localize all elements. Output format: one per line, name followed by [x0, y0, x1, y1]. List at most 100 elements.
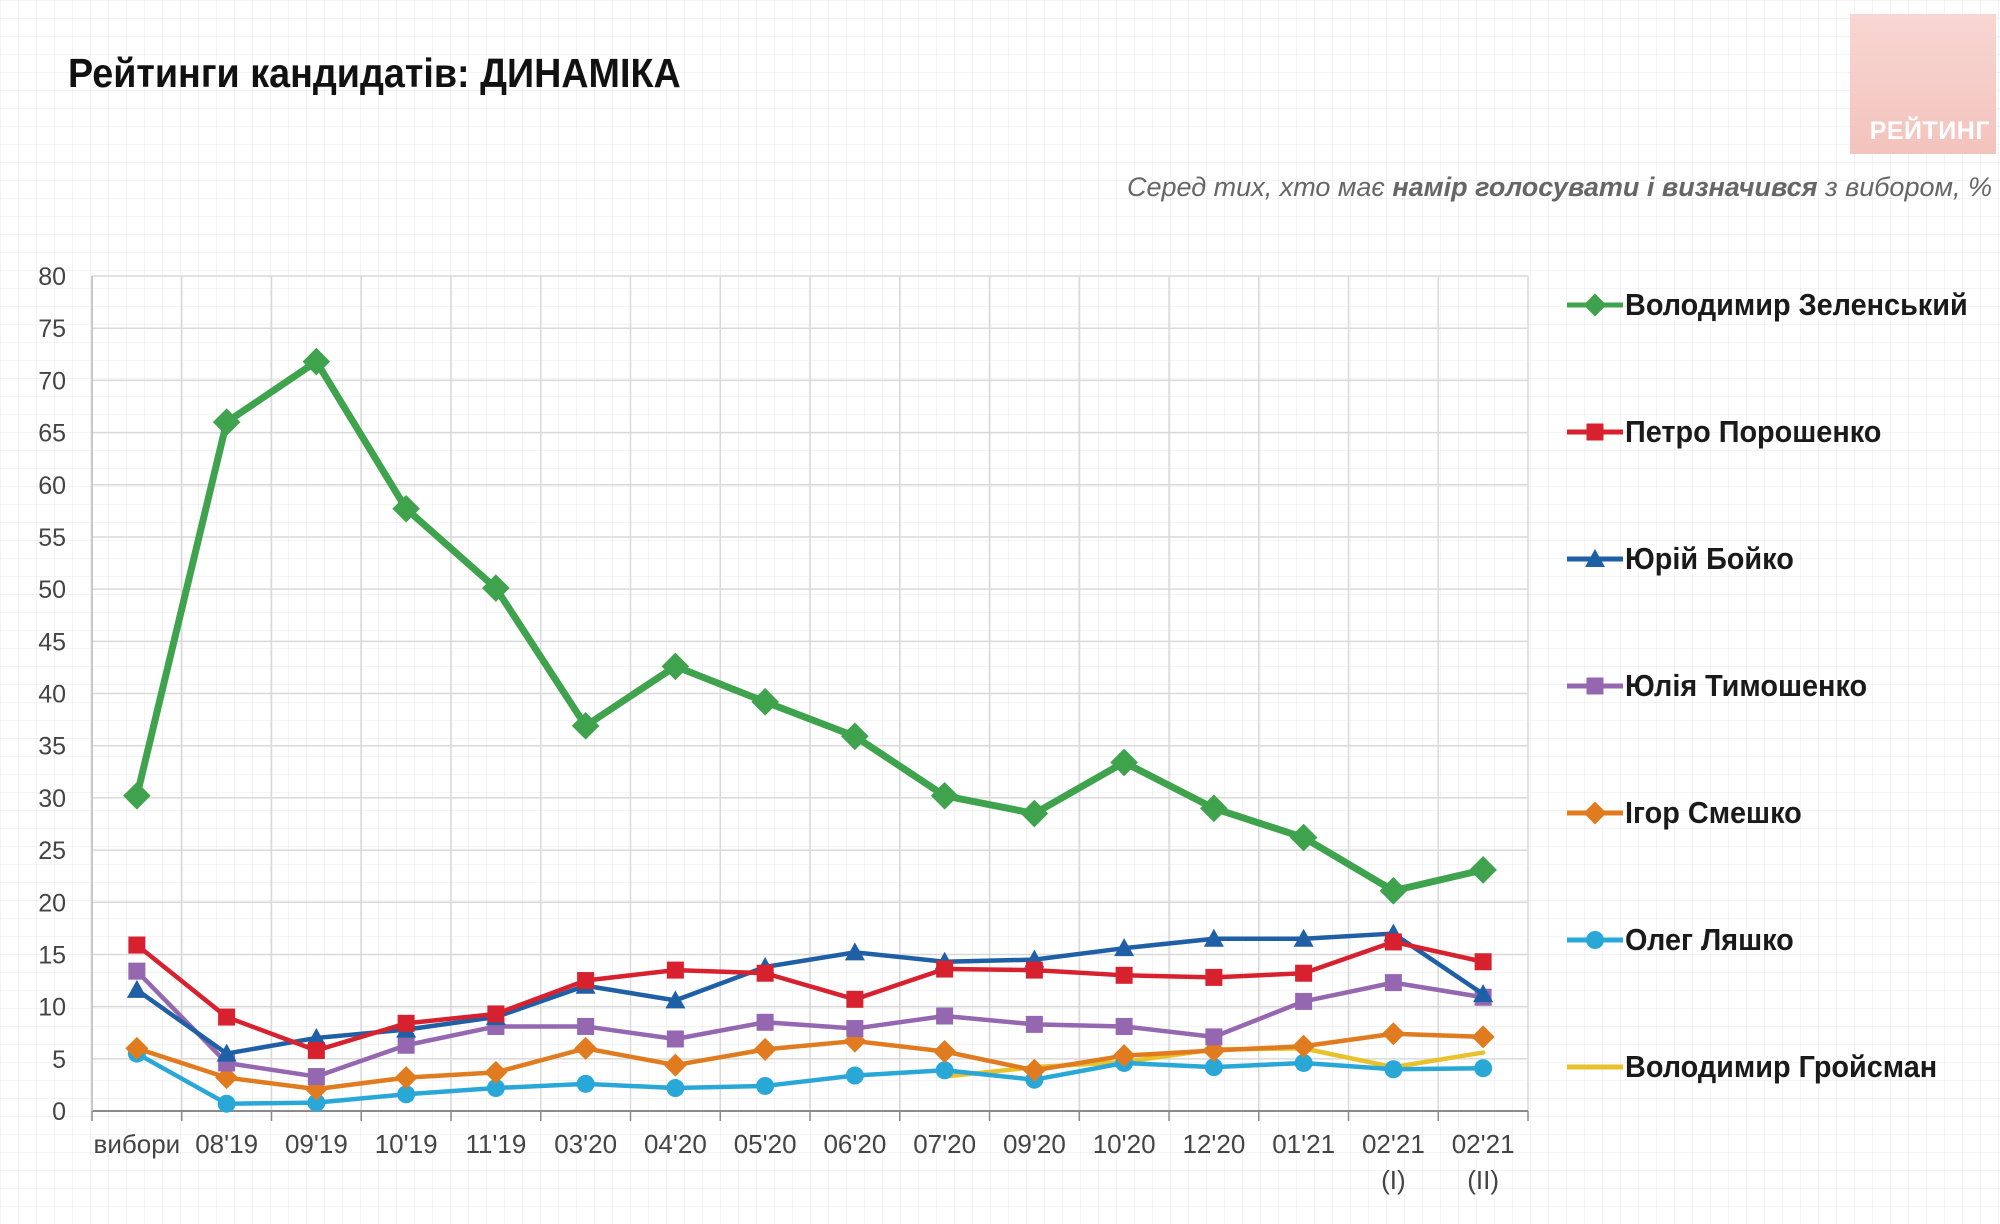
legend-label: Володимир Зеленський	[1625, 287, 1968, 322]
data-point	[1295, 992, 1313, 1010]
data-point	[846, 1020, 864, 1038]
y-tick-label: 80	[38, 263, 66, 291]
data-point	[1203, 928, 1224, 947]
data-point	[666, 1079, 685, 1098]
legend-swatch	[1567, 801, 1623, 825]
data-point	[846, 990, 864, 1008]
y-tick-label: 20	[38, 889, 66, 917]
chart-subtitle: Серед тих, хто має намір голосувати і ви…	[1127, 172, 1992, 203]
data-point	[1471, 1025, 1495, 1049]
legend-item: Юлія Тимошенко	[1565, 666, 1885, 706]
data-point	[756, 964, 774, 982]
data-point	[1384, 1060, 1403, 1079]
legend-swatch	[1567, 293, 1623, 317]
data-point	[392, 494, 420, 523]
data-point	[577, 1017, 595, 1035]
legend-item: Олег Ляшко	[1565, 920, 1806, 960]
logo-text: РЕЙТИНГ	[1869, 117, 1990, 145]
x-tick-label: 11'19	[465, 1129, 526, 1159]
data-point	[486, 1079, 505, 1098]
data-point	[484, 1060, 508, 1084]
legend-swatch-marker	[1586, 423, 1604, 441]
y-tick-label: 25	[38, 837, 66, 865]
y-tick-label: 65	[38, 420, 66, 448]
legend-swatch-marker	[1585, 549, 1605, 567]
legend-swatch-marker	[1583, 801, 1607, 825]
series-1	[128, 933, 1492, 1059]
data-point	[935, 1061, 954, 1080]
series-4	[125, 1022, 1495, 1101]
chart-series	[123, 347, 1497, 1113]
data-point	[936, 1007, 954, 1025]
data-point	[753, 1037, 777, 1061]
data-point	[218, 1008, 236, 1026]
data-point	[1112, 1044, 1136, 1068]
legend-swatch-marker	[1586, 931, 1604, 949]
data-point	[1110, 748, 1138, 777]
data-point	[661, 652, 690, 681]
data-point	[1474, 953, 1492, 971]
y-tick-label: 30	[38, 785, 66, 813]
legend-label: Юлія Тимошенко	[1625, 668, 1868, 703]
data-point	[756, 1076, 775, 1095]
data-point	[215, 1066, 239, 1090]
data-point	[1115, 966, 1133, 984]
y-tick-label: 5	[52, 1046, 66, 1074]
legend-swatch	[1567, 423, 1623, 441]
subtitle-suffix: з вибором, %	[1817, 172, 1992, 202]
y-tick-label: 0	[52, 1098, 66, 1126]
legend-label: Ігор Смешко	[1625, 795, 1802, 830]
data-point	[1474, 1059, 1493, 1078]
data-point	[128, 936, 146, 954]
y-tick-label: 15	[38, 941, 66, 969]
data-point	[217, 1094, 236, 1113]
series-line	[134, 939, 1486, 1053]
legend-swatch	[1567, 1064, 1623, 1070]
legend-swatch-marker	[1586, 677, 1604, 695]
subtitle-prefix: Серед тих, хто має	[1127, 172, 1393, 202]
data-point	[1025, 1015, 1043, 1033]
data-point	[1020, 799, 1049, 828]
data-point	[936, 960, 954, 978]
data-point	[1294, 1053, 1313, 1072]
legend-swatch	[1567, 677, 1623, 695]
data-point	[1293, 928, 1314, 947]
data-point	[306, 1027, 327, 1046]
data-point	[397, 1014, 415, 1032]
x-tick-label: 04'20	[644, 1129, 707, 1159]
x-tick-label: 08'19	[195, 1129, 258, 1159]
y-tick-label: 35	[38, 733, 66, 761]
legend-swatch	[1567, 549, 1623, 567]
data-point	[1205, 968, 1223, 986]
legend-label: Олег Ляшко	[1625, 922, 1794, 957]
data-point	[307, 1041, 325, 1059]
legend-label: Володимир Гройсман	[1625, 1049, 1938, 1084]
legend-item: Володимир Гройсман	[1565, 1047, 1961, 1087]
data-point	[1473, 984, 1494, 1003]
data-point	[756, 1013, 774, 1031]
data-point	[397, 1036, 415, 1054]
data-point	[1292, 1034, 1316, 1058]
data-point	[751, 688, 779, 716]
legend-label: Юрій Бойко	[1625, 541, 1794, 576]
data-point	[665, 990, 686, 1009]
data-point	[302, 347, 331, 376]
data-point	[841, 722, 869, 751]
x-tick-label: 10'19	[375, 1129, 438, 1159]
y-tick-label: 10	[38, 994, 66, 1022]
data-point	[125, 1036, 149, 1060]
data-point	[1204, 1058, 1223, 1077]
data-point	[930, 781, 959, 810]
x-tick-label: 09'20	[1003, 1129, 1066, 1159]
data-point	[1025, 961, 1043, 979]
data-point	[307, 1068, 325, 1086]
series-3	[128, 962, 1492, 1086]
data-point	[482, 574, 510, 602]
data-point	[307, 1093, 326, 1112]
data-point	[845, 1066, 864, 1085]
page-title: Рейтинги кандидатів: ДИНАМІКА	[68, 50, 681, 96]
data-point	[1469, 856, 1497, 884]
data-point	[574, 1036, 598, 1060]
data-point	[663, 1053, 687, 1077]
x-tick-label: 09'19	[285, 1129, 348, 1159]
